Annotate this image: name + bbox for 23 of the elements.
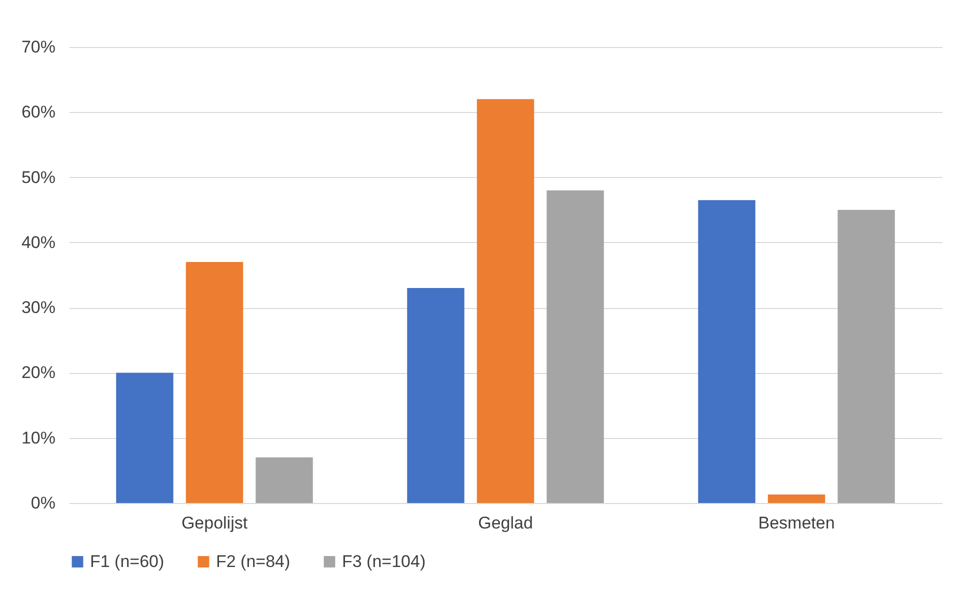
y-tick-label: 10% bbox=[21, 428, 56, 448]
bar bbox=[838, 210, 895, 503]
y-tick-label: 40% bbox=[21, 232, 56, 252]
bar bbox=[186, 262, 244, 503]
bar bbox=[476, 99, 534, 503]
bar bbox=[407, 288, 464, 503]
x-tick-label: Gepolijst bbox=[181, 514, 248, 532]
bar bbox=[116, 372, 174, 503]
bar bbox=[768, 494, 826, 503]
y-tick-label: 0% bbox=[30, 494, 56, 512]
bar bbox=[256, 457, 313, 503]
y-tick-label: 20% bbox=[21, 363, 56, 382]
bar bbox=[546, 190, 604, 503]
y-tick-label: 50% bbox=[21, 168, 56, 187]
x-tick-label: Besmeten bbox=[758, 514, 835, 532]
bar bbox=[698, 200, 756, 503]
x-tick-label: Geglad bbox=[478, 514, 533, 532]
y-tick-label: 30% bbox=[21, 298, 56, 318]
legend-label: F3 (n=104) bbox=[342, 552, 426, 571]
y-tick-label: 70% bbox=[21, 38, 56, 56]
legend-label: F2 (n=84) bbox=[216, 552, 290, 571]
legend-label: F1 (n=60) bbox=[90, 552, 164, 571]
y-tick-label: 60% bbox=[21, 102, 56, 122]
